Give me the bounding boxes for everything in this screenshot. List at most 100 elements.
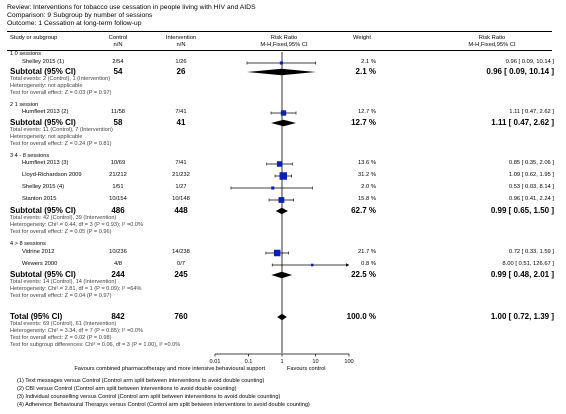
study-effect-box xyxy=(279,172,287,180)
col-rr-sub: M-H,Fixed,95% CI xyxy=(260,42,308,48)
x-tick-label: 0.1 xyxy=(245,359,253,365)
subgroup-note: Total events: 42 (Control), 39 (Interven… xyxy=(10,215,117,221)
col-rr2-header: Risk Ratio xyxy=(478,35,506,41)
study-intervention: 7/41 xyxy=(175,109,187,115)
study-control: 10/154 xyxy=(109,196,127,202)
subtotal-weight: 22.5 % xyxy=(351,270,376,279)
subtotal-ci: 1.11 [ 0.47, 2.62 ] xyxy=(491,118,554,127)
study-control: 10/69 xyxy=(110,160,126,166)
study-name: Wewers 2000 xyxy=(22,261,58,267)
col-intervention-header: Intervention xyxy=(165,35,197,41)
study-ci: 0.96 [ 0.41, 2.24 ] xyxy=(508,196,554,202)
subgroup-note: Heterogeneity: Chi² = 2.81, df = 1 (P = … xyxy=(10,286,142,292)
study-effect-box xyxy=(273,249,281,257)
col-study-header: Study or subgroup xyxy=(10,35,58,41)
col-rr2-sub: M-H,Fixed,95% CI xyxy=(468,42,516,48)
favours-right-label: Favours control xyxy=(287,366,326,372)
study-effect-box xyxy=(279,61,283,65)
study-intervention: 14/238 xyxy=(172,249,190,255)
x-tick-label: 1 xyxy=(280,359,283,365)
study-intervention: 1/27 xyxy=(175,184,187,190)
study-weight: 15.8 % xyxy=(357,196,376,202)
total-note: Heterogeneity: Chi² = 3.34, df = 7 (P = … xyxy=(10,328,143,334)
col-control-header: Control xyxy=(108,35,128,41)
subgroup-note: Test for overall effect: Z = 0.04 (P = 0… xyxy=(10,293,112,299)
total-intervention: 760 xyxy=(174,312,188,321)
study-weight: 13.6 % xyxy=(357,160,376,166)
subtotal-control: 58 xyxy=(113,118,123,127)
study-weight: 31.2 % xyxy=(357,172,376,178)
subtotal-control: 54 xyxy=(113,67,123,76)
outcome-title: Outcome: 1 Cessation at long-term follow… xyxy=(7,20,142,27)
group-title: 2 1 session xyxy=(10,102,39,108)
subgroup-note: Total events: 2 (Control), 1 (Interventi… xyxy=(10,76,111,82)
subtotal-weight: 12.7 % xyxy=(351,118,376,127)
study-name: Humfleet 2013 (2) xyxy=(22,109,69,115)
study-ci: 1.11 [ 0.47, 2.62 ] xyxy=(509,109,554,115)
subgroup-note: Heterogeneity: Chi² = 0.44, df = 3 (P = … xyxy=(10,222,143,228)
subtotal-ci: 0.99 [ 0.65, 1.50 ] xyxy=(490,206,554,215)
study-name: Shelley 2015 (4) xyxy=(22,184,65,190)
total-note: Test for overall effect: Z = 0.02 (P = 0… xyxy=(10,335,112,341)
study-ci: 1.09 [ 0.62, 1.95 ] xyxy=(508,172,554,178)
subgroup-note: Heterogeneity: not applicable xyxy=(10,134,83,140)
study-ci: 0.53 [ 0.03, 8.14 ] xyxy=(508,184,554,190)
subtotal-label: Subtotal (95% CI) xyxy=(10,118,76,127)
col-rr-header: Risk Ratio xyxy=(270,35,298,41)
study-control: 21/212 xyxy=(109,172,127,178)
study-control: 4/8 xyxy=(113,261,123,267)
group-title: 1 0 sessions xyxy=(10,51,42,57)
total-note: Total events: 69 (Control), 61 (Interven… xyxy=(10,321,117,327)
group-title: 4 > 8 sessions xyxy=(10,241,46,247)
footnote: (3) Individual counselling versus Contro… xyxy=(17,394,281,400)
footnote: (1) Text messages versus Control (Contro… xyxy=(17,378,265,384)
subtotal-label: Subtotal (95% CI) xyxy=(10,67,76,76)
subgroup-note: Total events: 11 (Control), 7 (Intervent… xyxy=(10,127,113,133)
subtotal-intervention: 41 xyxy=(176,118,186,127)
x-tick-label: 100 xyxy=(344,359,353,365)
total-note: Test for subgroup differences: Chi² = 0.… xyxy=(10,342,181,348)
subgroup-note: Test for overall effect: Z = 0.05 (P = 0… xyxy=(10,229,112,235)
ci-arrow xyxy=(346,263,349,267)
total-label: Total (95% CI) xyxy=(10,312,63,321)
study-effect-box xyxy=(276,161,283,167)
study-effect-box xyxy=(278,197,285,203)
study-effect-box xyxy=(271,186,275,190)
footnote: (4) Adherence Behavioural Therapys versu… xyxy=(17,402,310,408)
subgroup-note: Heterogeneity: not applicable xyxy=(10,83,83,89)
study-control: 11/58 xyxy=(110,109,126,115)
study-ci: 0.72 [ 0.33, 1.59 ] xyxy=(508,249,554,255)
study-control: 1/51 xyxy=(112,184,124,190)
subgroup-note: Total events: 14 (Control), 14 (Interven… xyxy=(10,279,117,285)
study-intervention: 7/41 xyxy=(175,160,187,166)
review-title: Review: Interventions for tobacco use ce… xyxy=(7,4,256,11)
study-control: 2/54 xyxy=(112,59,124,65)
header-top-rule xyxy=(7,31,552,32)
comparison-title: Comparison: 9 Subgroup by number of sess… xyxy=(7,12,153,19)
study-effect-box xyxy=(280,110,287,116)
subtotal-diamond xyxy=(246,68,316,76)
col-control-sub: n/N xyxy=(113,42,123,48)
subtotal-diamond xyxy=(271,271,293,279)
subtotal-label: Subtotal (95% CI) xyxy=(10,206,76,215)
group-title: 3 4 - 8 sessions xyxy=(10,153,50,159)
study-weight: 21.7 % xyxy=(357,249,376,255)
footnote: (2) CBI versus Control (Control arm spli… xyxy=(17,386,237,392)
subtotal-diamond xyxy=(271,119,297,127)
subtotal-weight: 62.7 % xyxy=(351,206,376,215)
study-weight: 0.8 % xyxy=(361,261,376,267)
subtotal-weight: 2.1 % xyxy=(355,67,376,76)
total-weight: 100.0 % xyxy=(346,312,376,321)
subtotal-diamond xyxy=(275,207,288,215)
total-diamond xyxy=(277,313,287,321)
subtotal-intervention: 448 xyxy=(174,206,188,215)
study-ci: 0.85 [ 0.35, 2.06 ] xyxy=(508,160,554,166)
study-weight: 12.7 % xyxy=(357,109,376,115)
x-tick-label: 0.01 xyxy=(210,359,221,365)
subtotal-intervention: 245 xyxy=(174,270,188,279)
subtotal-label: Subtotal (95% CI) xyxy=(10,270,76,279)
favours-left-label: Favours combined pharmacotherapy and mor… xyxy=(74,366,265,372)
study-weight: 2.0 % xyxy=(361,184,376,190)
